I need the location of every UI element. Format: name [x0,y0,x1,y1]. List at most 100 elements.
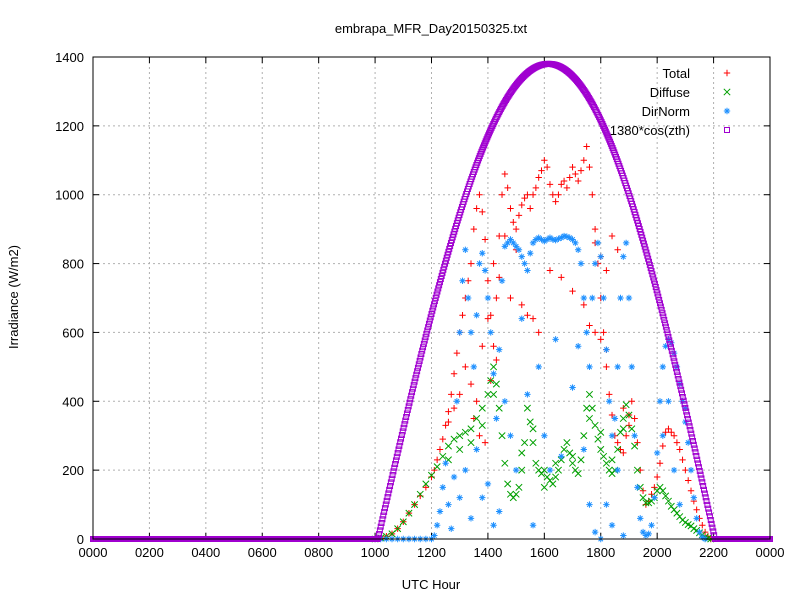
data-point [619,414,627,423]
data-point [614,445,622,454]
series-1 [371,363,715,543]
legend: Total Diffuse DirNorm 1380*cos(zth) [610,66,731,138]
data-point [600,329,607,336]
data-point [383,497,390,504]
data-point [496,232,503,240]
data-point [541,432,548,439]
data-point [653,287,660,294]
data-point [490,370,497,377]
data-point [687,426,694,433]
data-point [614,363,621,371]
data-point [620,449,627,457]
data-point [586,501,593,508]
data-point [651,280,658,287]
data-point [574,343,582,350]
data-point [448,391,455,398]
data-point [676,446,683,453]
data-point [479,208,486,216]
data-point [540,483,548,491]
data-point [678,390,685,397]
data-point [538,236,545,243]
data-point [393,453,400,460]
data-point [538,167,545,174]
data-point [664,330,671,337]
data-point [467,260,475,267]
data-point [634,484,641,491]
data-point [555,191,562,198]
data-point [625,294,633,302]
data-point [703,498,710,505]
data-point [473,398,480,405]
data-point [456,329,463,336]
x-tick-label: 0200 [135,545,164,560]
data-point [438,272,445,279]
data-point [659,432,667,439]
data-point [479,343,486,350]
plot-frame [92,56,771,540]
data-point [442,260,449,267]
data-point [648,522,655,529]
data-point [535,234,542,241]
data-point [566,174,573,181]
data-point [382,501,389,508]
data-point [672,361,679,368]
data-point [708,520,715,527]
data-point [411,378,418,385]
data-point [549,236,556,243]
data-point [401,421,408,428]
data-point [660,313,667,320]
data-point [663,327,670,334]
data-point [569,287,576,295]
data-point [518,466,526,474]
data-point [434,288,441,295]
data-point [487,377,495,385]
data-point [417,354,424,361]
data-point [681,401,688,408]
data-point [521,439,529,447]
data-point [671,358,678,365]
data-point [637,515,644,522]
y-tick-label: 400 [62,394,84,409]
data-point [665,425,672,433]
data-point [603,130,610,137]
data-point [566,234,573,241]
x-tick-label: 1000 [361,545,390,560]
data-point [422,480,430,488]
data-point [709,524,716,531]
data-point [603,501,610,508]
data-point [496,274,503,281]
data-point [699,522,706,529]
data-point [532,184,540,192]
data-point [569,236,576,243]
data-point [693,506,700,513]
data-point [696,467,703,474]
data-point [622,401,630,409]
data-point [583,143,590,150]
data-point [410,382,417,389]
data-point [699,479,706,486]
data-point [481,439,489,446]
data-point [628,398,635,405]
data-point [656,296,663,303]
data-point [552,198,559,205]
data-point [611,415,619,422]
data-point [586,163,593,171]
data-point [558,234,565,241]
data-point [608,432,616,439]
data-point [549,191,556,198]
data-point [414,368,421,375]
data-point [693,452,700,459]
data-point [510,239,517,247]
data-point [397,439,404,446]
data-point [602,459,610,467]
data-point [690,494,698,501]
data-point [620,532,627,539]
data-point [552,459,560,467]
data-point [405,509,413,517]
data-point [622,239,630,247]
data-point [677,383,684,390]
data-point [673,439,681,446]
data-point [597,336,604,343]
data-point [400,424,407,431]
axis-ticks: 0000 0200 0400 0600 0800 1000 1200 1400 1600 1800… [55,50,784,560]
